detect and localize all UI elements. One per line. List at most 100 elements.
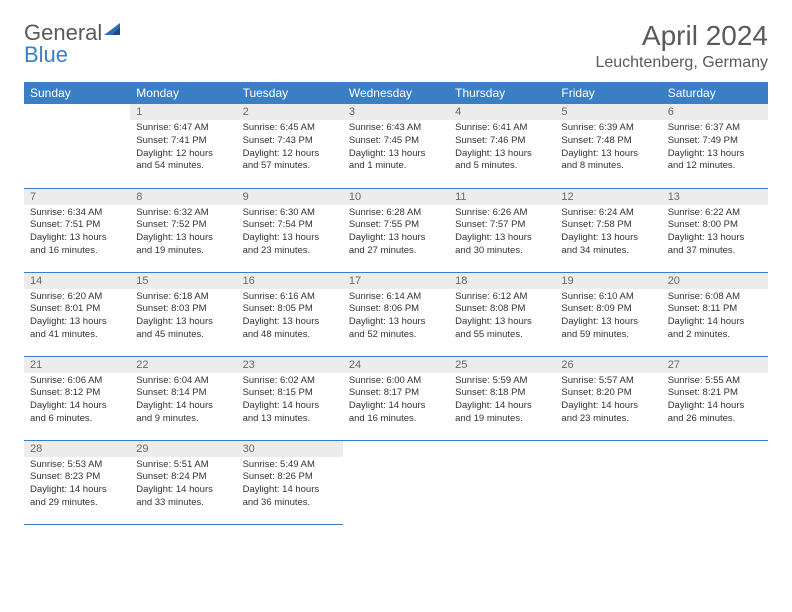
sunrise-text: Sunrise: 6:04 AM (136, 375, 230, 388)
day-info: Sunrise: 6:26 AMSunset: 7:57 PMDaylight:… (449, 205, 555, 260)
calendar-day-cell: 5Sunrise: 6:39 AMSunset: 7:48 PMDaylight… (555, 104, 661, 188)
calendar-day-cell: 30Sunrise: 5:49 AMSunset: 8:26 PMDayligh… (237, 440, 343, 524)
calendar-day-cell: 3Sunrise: 6:43 AMSunset: 7:45 PMDaylight… (343, 104, 449, 188)
sunset-text: Sunset: 7:46 PM (455, 135, 549, 148)
day-info: Sunrise: 6:14 AMSunset: 8:06 PMDaylight:… (343, 289, 449, 344)
daylight-text: Daylight: 14 hours and 6 minutes. (30, 400, 124, 426)
daylight-text: Daylight: 13 hours and 12 minutes. (668, 148, 762, 174)
calendar-day-cell: 28Sunrise: 5:53 AMSunset: 8:23 PMDayligh… (24, 440, 130, 524)
sunrise-text: Sunrise: 6:10 AM (561, 291, 655, 304)
calendar-table: SundayMondayTuesdayWednesdayThursdayFrid… (24, 82, 768, 525)
day-number: 16 (237, 273, 343, 289)
day-number: 29 (130, 441, 236, 457)
day-number: 12 (555, 189, 661, 205)
location-label: Leuchtenberg, Germany (595, 54, 768, 72)
sunset-text: Sunset: 8:01 PM (30, 303, 124, 316)
day-number: 15 (130, 273, 236, 289)
day-info: Sunrise: 5:51 AMSunset: 8:24 PMDaylight:… (130, 457, 236, 512)
page-header: General April 2024 Leuchtenberg, Germany (24, 20, 768, 72)
calendar-day-cell: 9Sunrise: 6:30 AMSunset: 7:54 PMDaylight… (237, 188, 343, 272)
sunset-text: Sunset: 8:06 PM (349, 303, 443, 316)
day-number: 11 (449, 189, 555, 205)
sunrise-text: Sunrise: 6:06 AM (30, 375, 124, 388)
weekday-header: Sunday (24, 82, 130, 104)
sunrise-text: Sunrise: 6:34 AM (30, 207, 124, 220)
weekday-header: Wednesday (343, 82, 449, 104)
sunrise-text: Sunrise: 6:47 AM (136, 122, 230, 135)
sunset-text: Sunset: 7:52 PM (136, 219, 230, 232)
weekday-header: Tuesday (237, 82, 343, 104)
sunrise-text: Sunrise: 6:20 AM (30, 291, 124, 304)
brand-triangle-icon (104, 21, 124, 37)
day-number: 14 (24, 273, 130, 289)
daylight-text: Daylight: 13 hours and 16 minutes. (30, 232, 124, 258)
title-block: April 2024 Leuchtenberg, Germany (595, 20, 768, 72)
daylight-text: Daylight: 14 hours and 9 minutes. (136, 400, 230, 426)
sunrise-text: Sunrise: 6:43 AM (349, 122, 443, 135)
calendar-day-cell: 20Sunrise: 6:08 AMSunset: 8:11 PMDayligh… (662, 272, 768, 356)
daylight-text: Daylight: 13 hours and 30 minutes. (455, 232, 549, 258)
calendar-day-cell: 22Sunrise: 6:04 AMSunset: 8:14 PMDayligh… (130, 356, 236, 440)
day-info: Sunrise: 6:45 AMSunset: 7:43 PMDaylight:… (237, 120, 343, 175)
daylight-text: Daylight: 14 hours and 29 minutes. (30, 484, 124, 510)
daylight-text: Daylight: 13 hours and 52 minutes. (349, 316, 443, 342)
day-number: 20 (662, 273, 768, 289)
day-info: Sunrise: 6:06 AMSunset: 8:12 PMDaylight:… (24, 373, 130, 428)
sunset-text: Sunset: 8:03 PM (136, 303, 230, 316)
day-info: Sunrise: 6:34 AMSunset: 7:51 PMDaylight:… (24, 205, 130, 260)
calendar-day-cell: 7Sunrise: 6:34 AMSunset: 7:51 PMDaylight… (24, 188, 130, 272)
calendar-day-cell: 13Sunrise: 6:22 AMSunset: 8:00 PMDayligh… (662, 188, 768, 272)
daylight-text: Daylight: 14 hours and 19 minutes. (455, 400, 549, 426)
day-info: Sunrise: 5:49 AMSunset: 8:26 PMDaylight:… (237, 457, 343, 512)
day-info: Sunrise: 6:47 AMSunset: 7:41 PMDaylight:… (130, 120, 236, 175)
calendar-day-cell: 16Sunrise: 6:16 AMSunset: 8:05 PMDayligh… (237, 272, 343, 356)
day-number: 13 (662, 189, 768, 205)
sunset-text: Sunset: 8:24 PM (136, 471, 230, 484)
daylight-text: Daylight: 13 hours and 34 minutes. (561, 232, 655, 258)
day-info: Sunrise: 6:16 AMSunset: 8:05 PMDaylight:… (237, 289, 343, 344)
daylight-text: Daylight: 13 hours and 5 minutes. (455, 148, 549, 174)
daylight-text: Daylight: 14 hours and 23 minutes. (561, 400, 655, 426)
day-number: 23 (237, 357, 343, 373)
weekday-header: Monday (130, 82, 236, 104)
calendar-day-cell: 25Sunrise: 5:59 AMSunset: 8:18 PMDayligh… (449, 356, 555, 440)
day-info: Sunrise: 6:24 AMSunset: 7:58 PMDaylight:… (555, 205, 661, 260)
day-info: Sunrise: 6:18 AMSunset: 8:03 PMDaylight:… (130, 289, 236, 344)
daylight-text: Daylight: 13 hours and 55 minutes. (455, 316, 549, 342)
day-info: Sunrise: 6:08 AMSunset: 8:11 PMDaylight:… (662, 289, 768, 344)
day-number: 4 (449, 104, 555, 120)
day-number: 9 (237, 189, 343, 205)
sunset-text: Sunset: 8:18 PM (455, 387, 549, 400)
sunrise-text: Sunrise: 6:14 AM (349, 291, 443, 304)
calendar-empty-cell (343, 440, 449, 524)
calendar-day-cell: 17Sunrise: 6:14 AMSunset: 8:06 PMDayligh… (343, 272, 449, 356)
calendar-day-cell: 2Sunrise: 6:45 AMSunset: 7:43 PMDaylight… (237, 104, 343, 188)
daylight-text: Daylight: 14 hours and 16 minutes. (349, 400, 443, 426)
day-number: 28 (24, 441, 130, 457)
day-info: Sunrise: 5:57 AMSunset: 8:20 PMDaylight:… (555, 373, 661, 428)
calendar-day-cell: 8Sunrise: 6:32 AMSunset: 7:52 PMDaylight… (130, 188, 236, 272)
sunset-text: Sunset: 7:54 PM (243, 219, 337, 232)
day-info: Sunrise: 6:28 AMSunset: 7:55 PMDaylight:… (343, 205, 449, 260)
calendar-week-row: 7Sunrise: 6:34 AMSunset: 7:51 PMDaylight… (24, 188, 768, 272)
sunset-text: Sunset: 8:20 PM (561, 387, 655, 400)
sunset-text: Sunset: 8:23 PM (30, 471, 124, 484)
sunrise-text: Sunrise: 6:24 AM (561, 207, 655, 220)
daylight-text: Daylight: 14 hours and 26 minutes. (668, 400, 762, 426)
month-title: April 2024 (595, 20, 768, 52)
day-info: Sunrise: 6:41 AMSunset: 7:46 PMDaylight:… (449, 120, 555, 175)
sunset-text: Sunset: 7:57 PM (455, 219, 549, 232)
weekday-header: Friday (555, 82, 661, 104)
calendar-day-cell: 18Sunrise: 6:12 AMSunset: 8:08 PMDayligh… (449, 272, 555, 356)
calendar-week-row: 28Sunrise: 5:53 AMSunset: 8:23 PMDayligh… (24, 440, 768, 524)
day-info: Sunrise: 6:20 AMSunset: 8:01 PMDaylight:… (24, 289, 130, 344)
day-number: 7 (24, 189, 130, 205)
daylight-text: Daylight: 13 hours and 45 minutes. (136, 316, 230, 342)
sunrise-text: Sunrise: 6:00 AM (349, 375, 443, 388)
calendar-day-cell: 4Sunrise: 6:41 AMSunset: 7:46 PMDaylight… (449, 104, 555, 188)
daylight-text: Daylight: 13 hours and 48 minutes. (243, 316, 337, 342)
calendar-day-cell: 12Sunrise: 6:24 AMSunset: 7:58 PMDayligh… (555, 188, 661, 272)
weekday-header: Saturday (662, 82, 768, 104)
calendar-empty-cell (449, 440, 555, 524)
daylight-text: Daylight: 14 hours and 36 minutes. (243, 484, 337, 510)
